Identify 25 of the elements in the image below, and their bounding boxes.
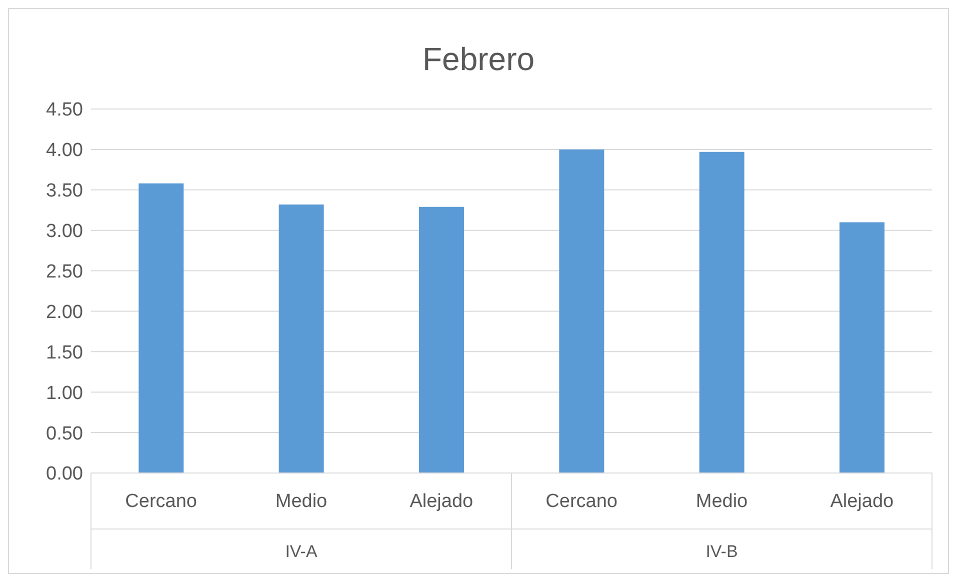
y-tick-label: 2.50	[46, 262, 83, 283]
y-tick-label: 0.50	[46, 423, 83, 444]
text: IV-A	[285, 542, 318, 561]
y-tick-label: 2.00	[46, 302, 83, 323]
x-tick-label: Medio	[696, 491, 748, 512]
text: IV-B	[706, 542, 738, 561]
y-tick-label: 4.50	[46, 100, 83, 121]
x-tick-label: Cercano	[125, 491, 197, 512]
chart-title: Febrero	[421, 41, 536, 78]
x-tick-label: Cercano	[546, 491, 618, 512]
y-tick-label: 1.00	[46, 382, 83, 404]
x-tick-label: Alejado	[410, 491, 474, 512]
bar	[418, 206, 464, 473]
y-tick-label: 3.50	[46, 180, 83, 202]
bar	[559, 149, 604, 473]
y-tick-label: 4.00	[46, 140, 83, 162]
bar	[138, 183, 184, 473]
y-tick-label: 3.00	[46, 221, 83, 242]
y-tick-label: 1.50	[46, 342, 83, 364]
x-tick-label: Medio	[275, 491, 328, 512]
bar	[699, 152, 744, 473]
bar	[278, 204, 324, 473]
bar	[839, 222, 884, 473]
x-tick-label: Alejado	[830, 491, 894, 512]
y-tick-label: 0.00	[46, 464, 83, 485]
